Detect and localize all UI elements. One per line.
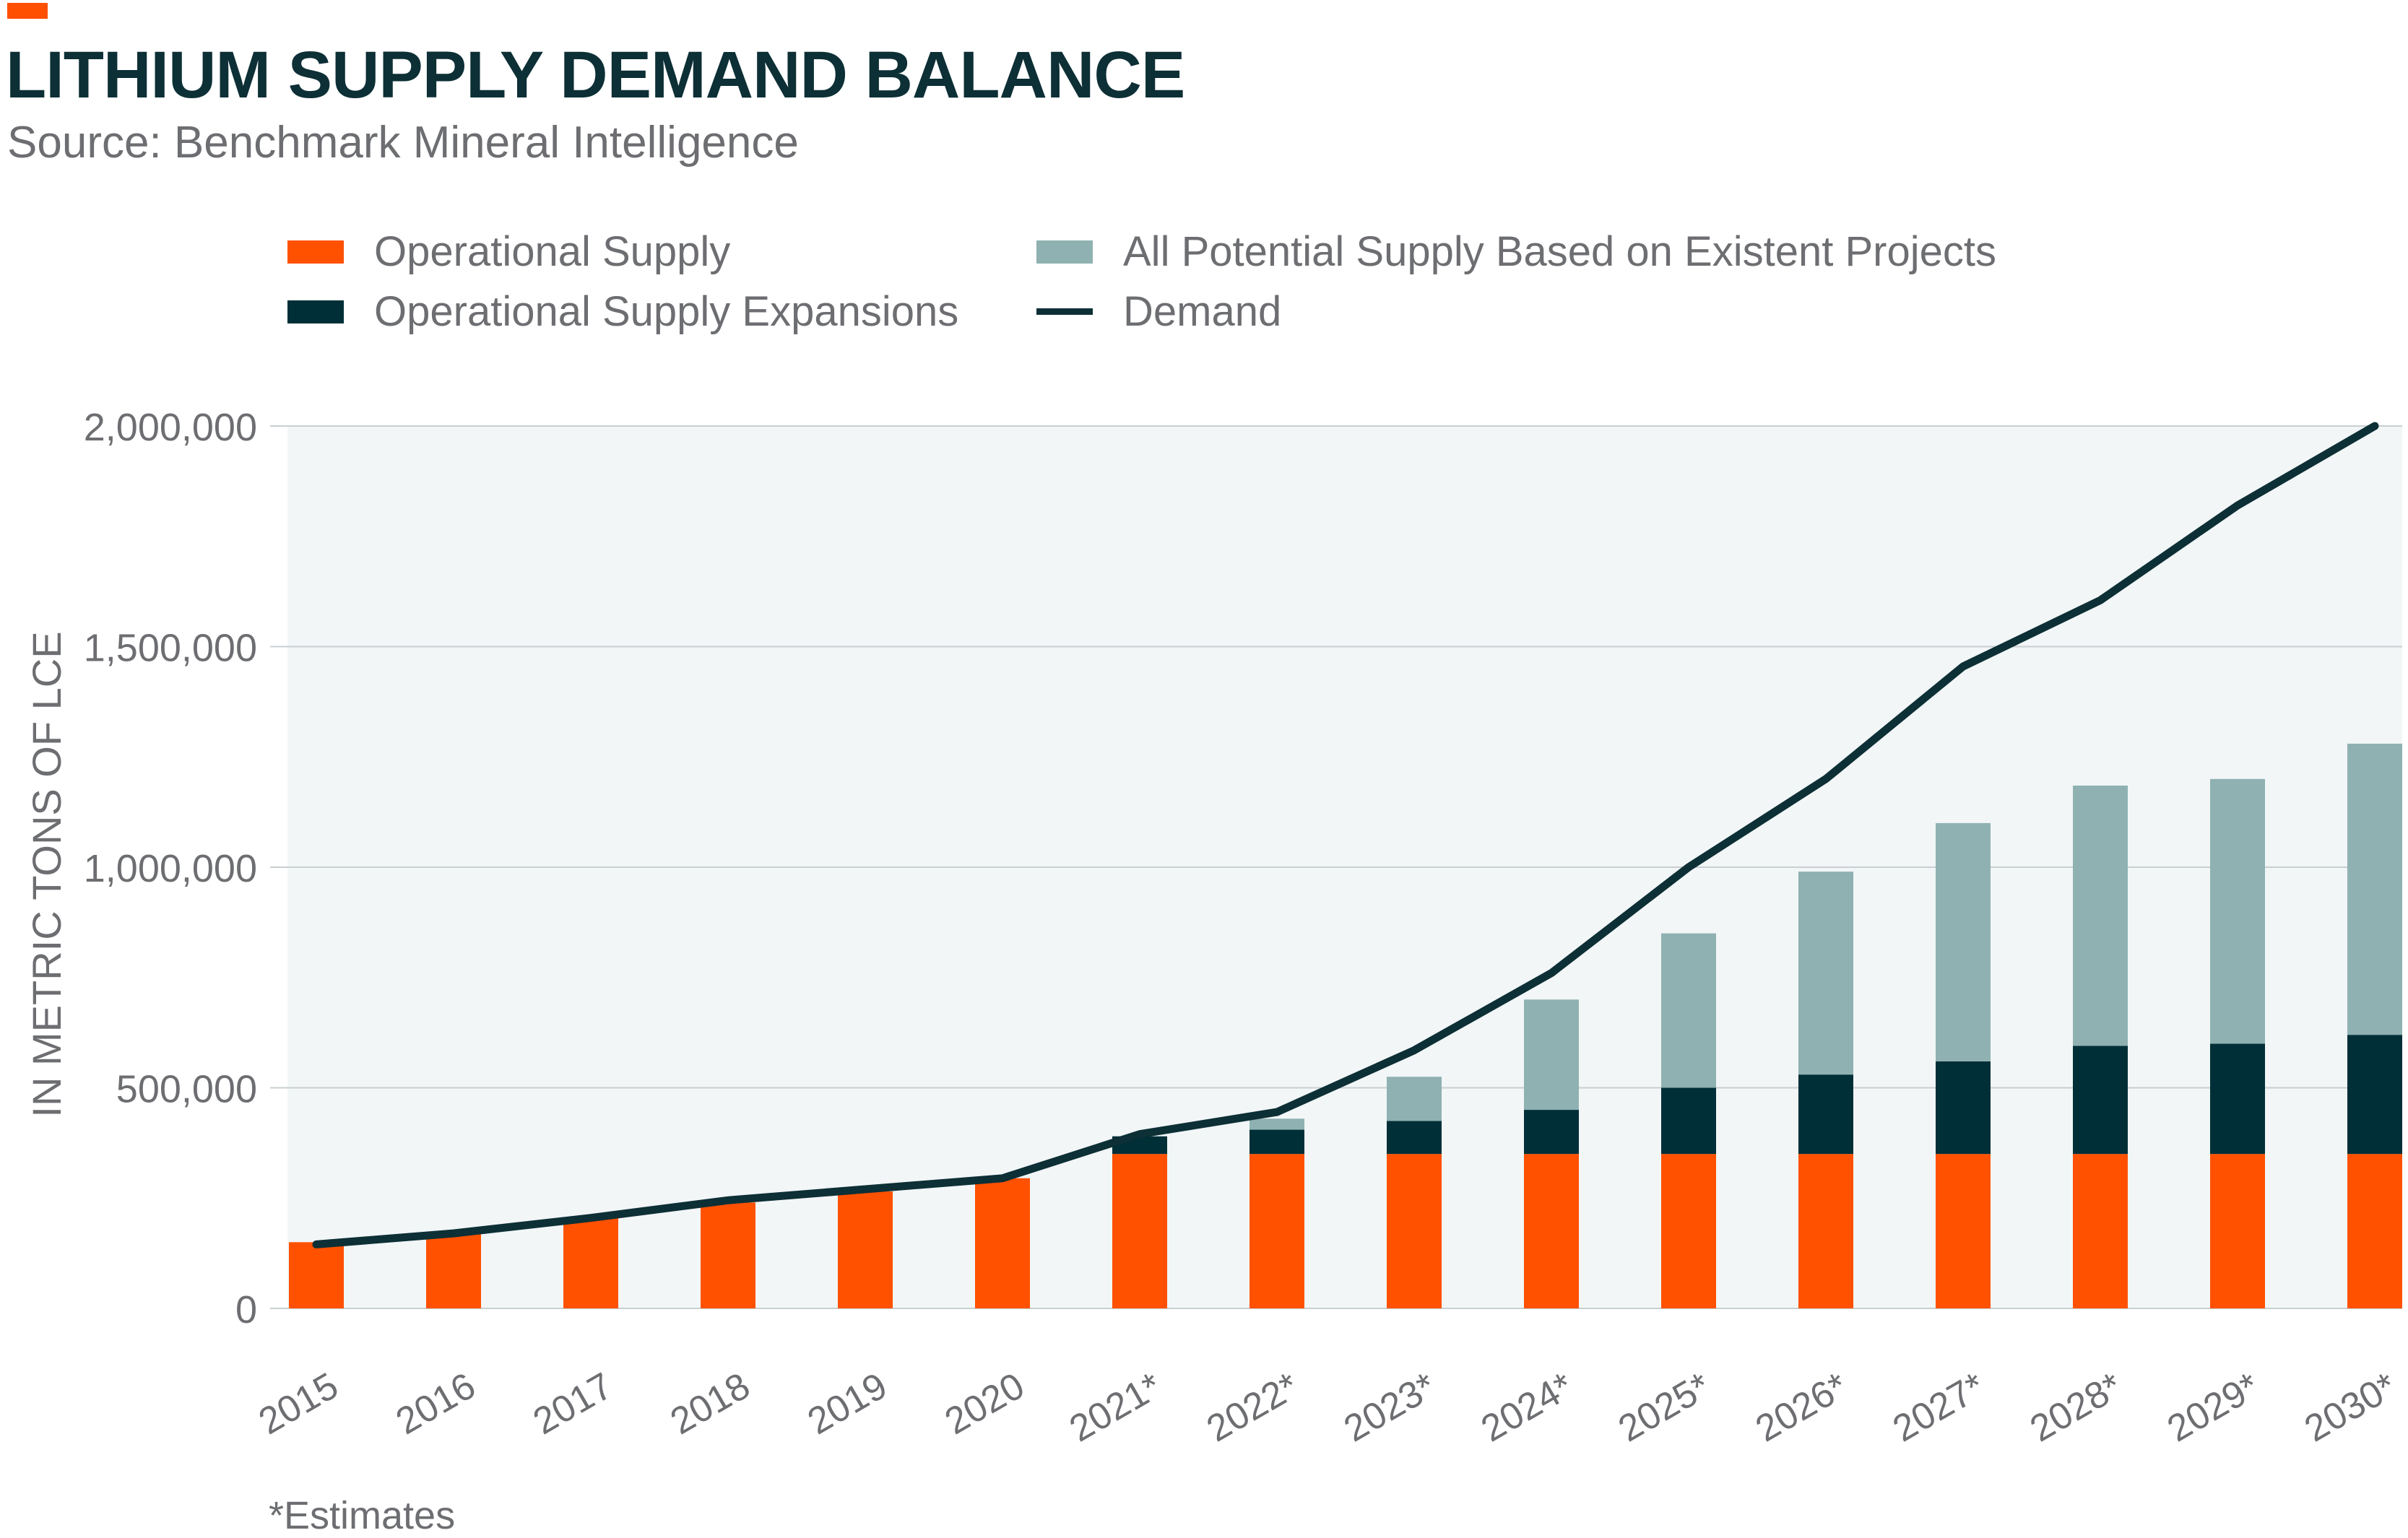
bar-operational-supply-2030 [2347,1154,2402,1308]
bar-operational-supply-2022 [1250,1154,1304,1308]
y-tick-label: 2,000,000 [84,406,257,449]
bar-operational-supply-expansions-2028 [2073,1046,2128,1154]
bar-all-potential-supply-based-on-existent-projects-2027 [1936,823,1991,1061]
bar-operational-supply-expansions-2027 [1936,1061,1991,1154]
x-tick-label: 2030* [2297,1365,2404,1450]
bar-operational-supply-expansions-2023 [1387,1121,1442,1154]
bar-all-potential-supply-based-on-existent-projects-2023 [1387,1077,1442,1121]
bar-operational-supply-2027 [1936,1154,1991,1308]
bar-all-potential-supply-based-on-existent-projects-2028 [2073,786,2128,1046]
x-tick-label: 2021* [1062,1365,1169,1450]
bar-operational-supply-2016 [426,1233,481,1308]
y-axis-label: IN METRIC TONS OF LCE [24,631,69,1117]
bar-all-potential-supply-based-on-existent-projects-2029 [2210,779,2265,1044]
bar-operational-supply-2026 [1798,1154,1853,1308]
x-tick-label: 2029* [2160,1365,2266,1450]
bar-operational-supply-2020 [975,1178,1030,1308]
bar-operational-supply-expansions-2024 [1524,1110,1579,1154]
y-tick-label: 500,000 [116,1068,257,1111]
bar-operational-supply-expansions-2029 [2210,1043,2265,1154]
x-tick-label: 2022* [1200,1365,1306,1450]
bar-operational-supply-2024 [1524,1154,1579,1308]
bar-operational-supply-2028 [2073,1154,2128,1308]
bar-operational-supply-2029 [2210,1154,2265,1308]
footnote: *Estimates [269,1493,455,1538]
bar-operational-supply-2025 [1661,1154,1716,1308]
bar-operational-supply-expansions-2026 [1798,1074,1853,1154]
x-tick-label: 2018 [664,1365,757,1443]
bar-all-potential-supply-based-on-existent-projects-2030 [2347,744,2402,1035]
bar-operational-supply-2018 [701,1202,755,1308]
x-tick-label: 2016 [389,1365,482,1443]
bar-operational-supply-expansions-2030 [2347,1035,2402,1154]
x-tick-label: 2017 [527,1365,620,1443]
bar-all-potential-supply-based-on-existent-projects-2022 [1250,1118,1304,1129]
x-tick-label: 2024* [1474,1365,1580,1450]
y-tick-label: 1,500,000 [84,627,257,670]
x-tick-label: 2027* [1886,1365,1992,1450]
x-tick-label: 2015 [252,1365,345,1443]
bar-operational-supply-2017 [563,1218,618,1308]
bar-all-potential-supply-based-on-existent-projects-2024 [1524,999,1579,1110]
bar-operational-supply-expansions-2025 [1661,1088,1716,1155]
y-tick-label: 0 [235,1288,257,1331]
bar-all-potential-supply-based-on-existent-projects-2026 [1798,872,1853,1074]
bar-operational-supply-expansions-2022 [1250,1130,1304,1155]
y-tick-label: 1,000,000 [84,847,257,890]
bar-operational-supply-2021 [1112,1154,1167,1308]
x-tick-label: 2026* [1749,1365,1855,1450]
x-tick-label: 2025* [1611,1365,1718,1450]
x-tick-label: 2020 [938,1365,1031,1443]
bar-operational-supply-2019 [838,1191,893,1308]
x-tick-label: 2019 [801,1365,894,1443]
x-tick-label: 2023* [1337,1365,1443,1450]
x-tick-label: 2028* [2023,1365,2129,1450]
bar-operational-supply-2015 [289,1242,344,1308]
bar-operational-supply-2023 [1387,1154,1442,1308]
bar-all-potential-supply-based-on-existent-projects-2025 [1661,934,1716,1088]
